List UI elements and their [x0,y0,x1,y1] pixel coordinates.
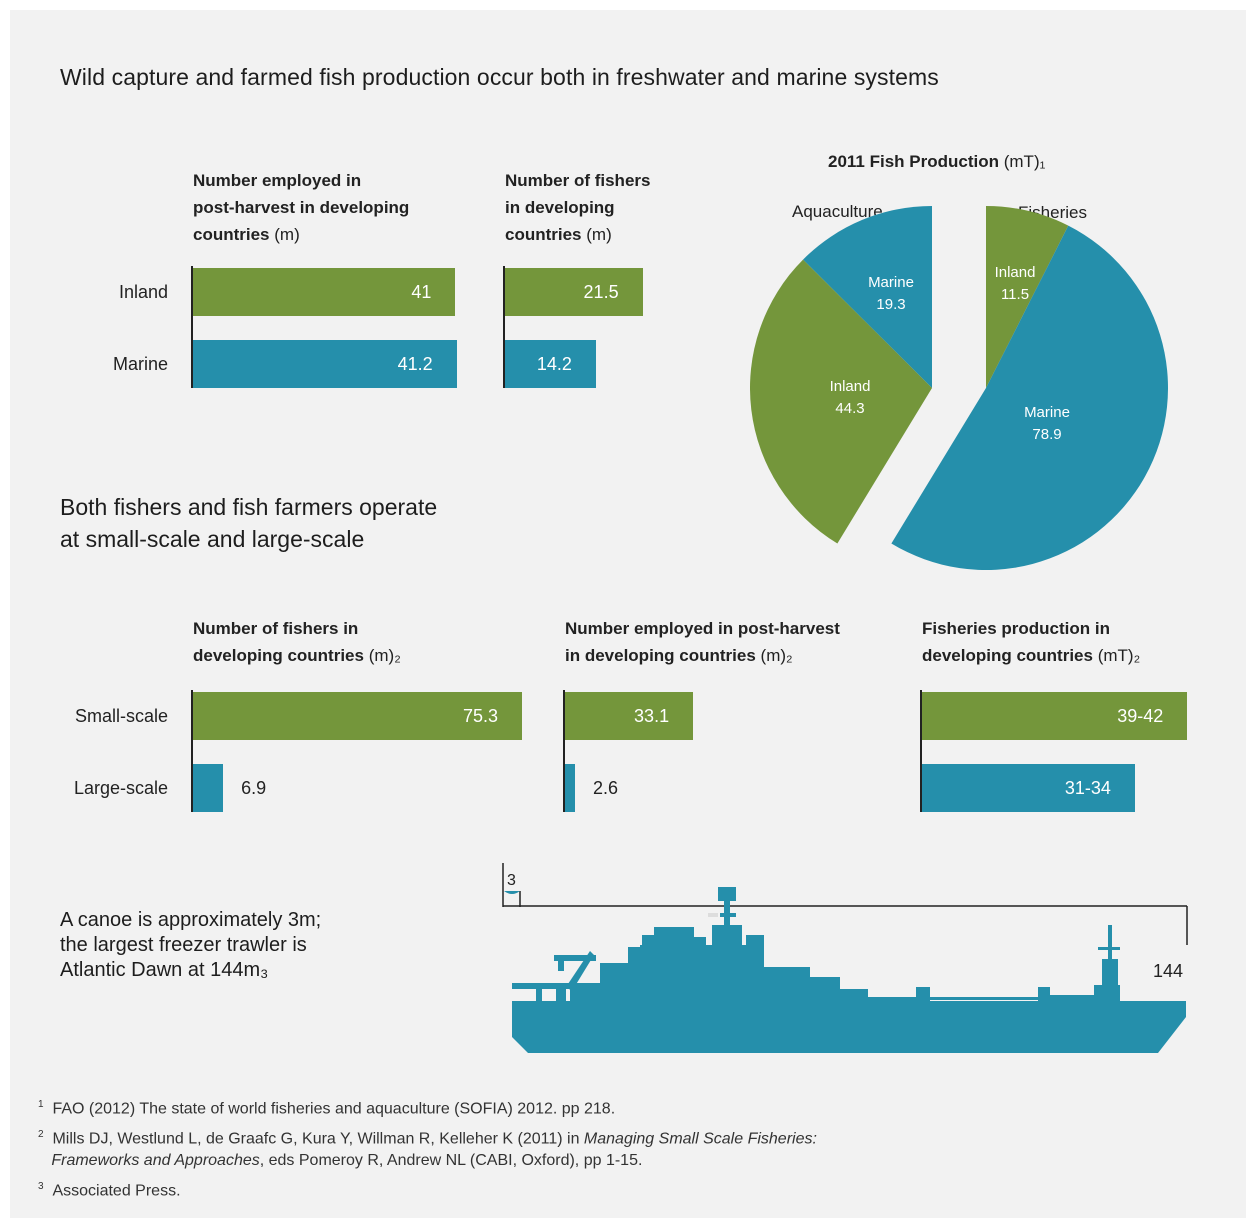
chart1-axis [191,266,193,388]
pie-label-fish-marine-name: Marine [1024,404,1070,421]
chart2-title: Number of fishers in developing countrie… [505,167,650,248]
row-label-inland: Inland [118,282,168,302]
bar-large-scale [193,764,224,812]
footnote-3-num: 3 [38,1181,44,1192]
bar-value-label: 41 [411,282,432,302]
pie-label-fish-inland-value: 11.5 [1000,286,1030,303]
bar-value-label: 41.2 [397,354,433,374]
pie-svg [750,206,1169,571]
bar-marine [505,340,596,388]
row-label-small-scale: Small-scale [74,706,168,726]
chart2-unit: (m) [586,225,612,244]
bar-inland [505,268,643,316]
pie-unit: (mT)₁ [1003,152,1046,171]
section2-title: Both fishers and fish farmers operate at… [60,491,437,555]
bar-value-label: 6.9 [241,778,267,798]
pie-group-aquaculture: Aquaculture [792,202,883,221]
bar-inland [193,268,456,316]
pie-label-aqua-marine-value: 19.3 [876,296,906,313]
chart5-axis [563,690,565,812]
pie-slice-fisheries-inland [986,206,1069,388]
bar-value-label: 14.2 [536,354,572,374]
pie-label-aqua-inland-name: Inland [829,378,871,395]
bar-large-scale [565,764,576,812]
footnote-2: 2 Mills DJ, Westlund L, de Graafc G, Kur… [38,1124,817,1172]
bar-small-scale [565,692,694,740]
bar-value-label: 39-42 [1117,706,1164,726]
section1-title: Wild capture and farmed fish production … [60,64,939,90]
chart1-title-line1: Number employed in [193,171,362,190]
chart6-title: Fisheries production in developing count… [922,615,1140,669]
trawler-icon [512,887,1186,1053]
section2-title-line2: at small-scale and large-scale [60,526,365,552]
ship-illustration: 3 144 [502,863,1188,1053]
bar-value-label: 75.3 [463,706,499,726]
chart6-title-line1: Fisheries production in [922,619,1110,638]
pie-slice-aquaculture-inland [750,259,932,544]
chart5-title: Number employed in post-harvest in devel… [565,615,840,669]
footnote-2-text-line2: , eds Pomeroy R, Andrew NL (CABI, Oxford… [259,1152,643,1170]
pie-label-aqua-inland-value: 44.3 [835,400,865,417]
footnote-3-text: Associated Press. [52,1182,181,1200]
chart1-title-line2: post-harvest in developing [193,198,410,217]
pie-label-fish-inland-name: Inland [994,264,1036,281]
pie-label-aqua-marine: Marine 19.3 [851,272,931,316]
chart6-unit: (mT)₂ [1097,646,1141,665]
footnote-1-text: FAO (2012) The state of world fisheries … [52,1100,616,1118]
bar-value-label: 21.5 [583,282,619,302]
pie-slice-fisheries-marine [891,225,1169,571]
footnote-1: 1 FAO (2012) The state of world fisherie… [38,1094,615,1120]
chart4-title: Number of fishers in developing countrie… [193,615,401,669]
bar-small-scale [922,692,1188,740]
chart2-title-line1: Number of fishers [505,171,651,190]
chart2-title-line2: in developing [505,198,615,217]
bar-value-label: 33.1 [634,706,670,726]
chart5-title-line1: Number employed in post-harvest [565,619,840,638]
chart2-axis [503,266,505,388]
ship-text-line3: Atlantic Dawn at 144m₃ [60,959,269,981]
chart5-unit: (m)₂ [760,646,793,665]
chart1-unit: (m) [274,225,300,244]
pie-label-fish-marine: Marine 78.9 [1007,402,1087,446]
ship-text-line2: the largest freezer trawler is [60,934,307,956]
footnote-2-text: Mills DJ, Westlund L, de Graafc G, Kura … [52,1130,584,1148]
pie-title: 2011 Fish Production (mT)₁ [828,148,1045,175]
footnote-1-num: 1 [38,1099,44,1110]
bar-marine [193,340,457,388]
chart1-title: Number employed in post-harvest in devel… [193,167,409,248]
row-label-marine: Marine [112,354,168,374]
section2-title-line1: Both fishers and fish farmers operate [60,494,438,520]
chart4-title-line1: Number of fishers in [193,619,359,638]
canoe-label: 3 [507,872,516,889]
footnote-2-num: 2 [38,1129,44,1140]
pie-label-aqua-marine-name: Marine [868,274,914,291]
bar-small-scale [193,692,523,740]
bar-large-scale [922,764,1135,812]
chart1-title-line3: countries [193,225,270,244]
ship-text: A canoe is approximately 3m; the largest… [60,908,321,983]
trawler-label: 144 [1153,961,1183,981]
bar-value-label: 31-34 [1064,778,1111,798]
pie-title-text: 2011 Fish Production [828,152,999,171]
chart5-title-line2: in developing countries [565,646,756,665]
pie-slice-aquaculture-marine [803,206,932,388]
canoe-icon [504,891,520,894]
chart2-title-line3: countries [505,225,582,244]
pie-label-fish-inland: Inland 11.5 [975,262,1055,306]
footnote-2-italic-line2: Frameworks and Approaches [51,1152,260,1170]
bar-value-label: 2.6 [593,778,619,798]
chart6-title-line2: developing countries [922,646,1093,665]
pie-label-aqua-inland: Inland 44.3 [810,376,890,420]
pie-label-fish-marine-value: 78.9 [1032,426,1062,443]
row-label-large-scale: Large-scale [73,778,168,798]
chart4-title-line2: developing countries [193,646,364,665]
chart6-axis [920,690,922,812]
footnote-3: 3 Associated Press. [38,1176,181,1202]
ship-text-line1: A canoe is approximately 3m; [60,909,322,931]
infographic-canvas: Wild capture and farmed fish production … [10,10,1246,1218]
chart4-unit: (m)₂ [368,646,401,665]
chart4-axis [191,690,193,812]
footnote-2-italic: Managing Small Scale Fisheries: [583,1130,817,1148]
